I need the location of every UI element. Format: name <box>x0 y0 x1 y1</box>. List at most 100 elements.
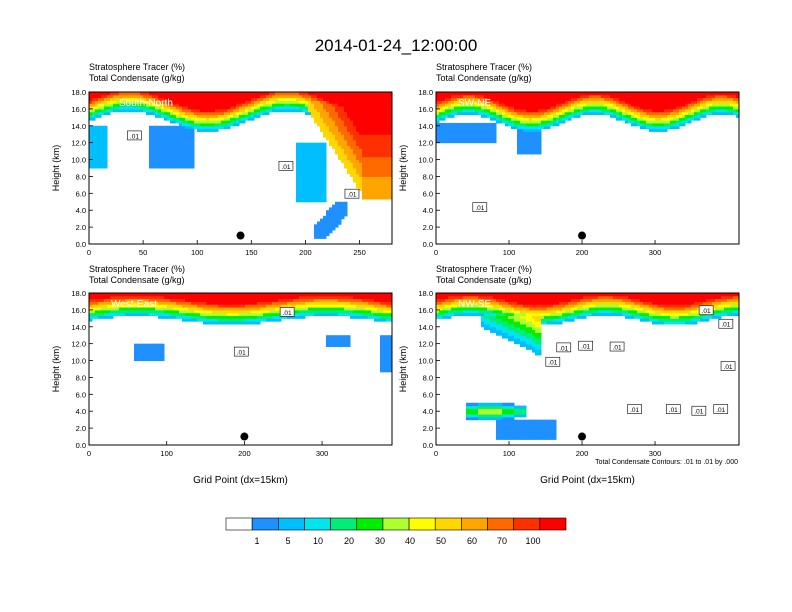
heat-cell <box>371 139 375 144</box>
heat-cell <box>371 122 375 127</box>
heat-cell <box>658 97 662 101</box>
heat-cell <box>188 153 192 158</box>
heat-cell <box>269 97 273 101</box>
heat-cell <box>209 122 213 127</box>
heat-cell <box>457 304 461 308</box>
heat-cell <box>161 125 165 130</box>
heat-cell <box>499 103 503 107</box>
heat-cell <box>460 108 464 113</box>
heat-cell <box>389 125 393 130</box>
heat-cell <box>335 100 339 104</box>
heat-cell <box>170 100 174 104</box>
heat-cell <box>95 293 99 297</box>
heat-cell <box>383 176 387 180</box>
heat-cell <box>338 94 342 99</box>
heat-cell <box>365 103 369 107</box>
heat-cell <box>490 312 494 317</box>
heat-cell <box>176 137 180 141</box>
heat-cell <box>454 134 458 138</box>
heat-cell <box>134 106 138 110</box>
heat-cell <box>143 357 147 362</box>
heat-cell <box>338 295 342 300</box>
heat-cell <box>619 92 623 96</box>
heat-cell <box>176 120 180 124</box>
heat-cell <box>508 100 512 104</box>
heat-cell <box>98 312 102 317</box>
heat-cell <box>526 120 530 124</box>
heat-cell <box>670 120 674 124</box>
heat-cell <box>143 92 147 96</box>
heat-cell <box>113 106 117 110</box>
heat-cell <box>362 295 366 300</box>
heat-cell <box>350 145 354 149</box>
heat-cell <box>128 312 132 317</box>
heat-cell <box>586 97 590 101</box>
heat-cell <box>275 92 279 96</box>
heat-cell <box>487 131 491 135</box>
heat-cell <box>323 301 327 305</box>
heat-cell <box>326 134 330 138</box>
heat-cell <box>191 318 195 322</box>
heat-cell <box>320 196 324 200</box>
heat-cell <box>383 357 387 362</box>
heat-cell <box>98 315 102 319</box>
heat-cell <box>191 111 195 116</box>
plot-layer: 0.02.04.06.08.010.012.014.016.018.00 50 10… <box>51 88 740 546</box>
heat-cell <box>344 117 348 121</box>
heat-cell <box>155 307 159 311</box>
heat-cell <box>487 106 491 110</box>
heat-cell <box>496 120 500 124</box>
heat-cell <box>185 125 189 130</box>
heat-cell <box>314 159 318 163</box>
heat-cell <box>257 295 261 300</box>
heat-cell <box>487 304 491 308</box>
heat-cell <box>466 295 470 300</box>
heat-cell <box>592 103 596 107</box>
heat-cell <box>439 131 443 135</box>
heat-cell <box>472 122 476 127</box>
heat-cell <box>176 151 180 155</box>
heat-cell <box>191 159 195 163</box>
heat-cell <box>179 304 183 308</box>
heat-cell <box>353 151 357 155</box>
heat-cell <box>359 295 363 300</box>
y-tick-label: 16.0 <box>71 306 86 315</box>
heat-cell <box>158 92 162 96</box>
heat-cell <box>383 128 387 132</box>
heat-cell <box>182 301 186 305</box>
plot-1: 0.02.04.06.08.010.012.014.016.018.00 100 2… <box>398 88 740 257</box>
heat-cell <box>448 134 452 138</box>
heat-cell <box>451 128 455 132</box>
heat-cell <box>185 153 189 158</box>
heat-cell <box>92 295 96 300</box>
heat-cell <box>499 430 503 435</box>
heat-cell <box>356 176 360 180</box>
heat-cell <box>335 201 339 206</box>
heat-cell <box>200 106 204 110</box>
heat-cell <box>502 321 506 325</box>
heat-cell <box>640 120 644 124</box>
heat-cell <box>577 100 581 104</box>
heat-cell <box>526 114 530 118</box>
heat-cell <box>215 295 219 300</box>
heat-cell <box>98 298 102 302</box>
heat-cell <box>661 92 665 96</box>
heat-cell <box>377 156 381 161</box>
heat-cell <box>188 301 192 305</box>
heat-cell <box>676 94 680 99</box>
heat-cell <box>368 92 372 96</box>
heat-cell <box>320 182 324 186</box>
heat-cell <box>643 92 647 96</box>
heat-cell <box>185 103 189 107</box>
heat-cell <box>514 323 518 328</box>
heat-cell <box>484 295 488 300</box>
heat-cell <box>308 165 312 169</box>
heat-cell <box>386 111 390 116</box>
heat-cell <box>314 224 318 228</box>
heat-cell <box>167 156 171 161</box>
heat-cell <box>347 156 351 161</box>
heat-cell <box>296 159 300 163</box>
heat-cell <box>646 94 650 99</box>
heat-cell <box>203 298 207 302</box>
heat-cell <box>299 159 303 163</box>
